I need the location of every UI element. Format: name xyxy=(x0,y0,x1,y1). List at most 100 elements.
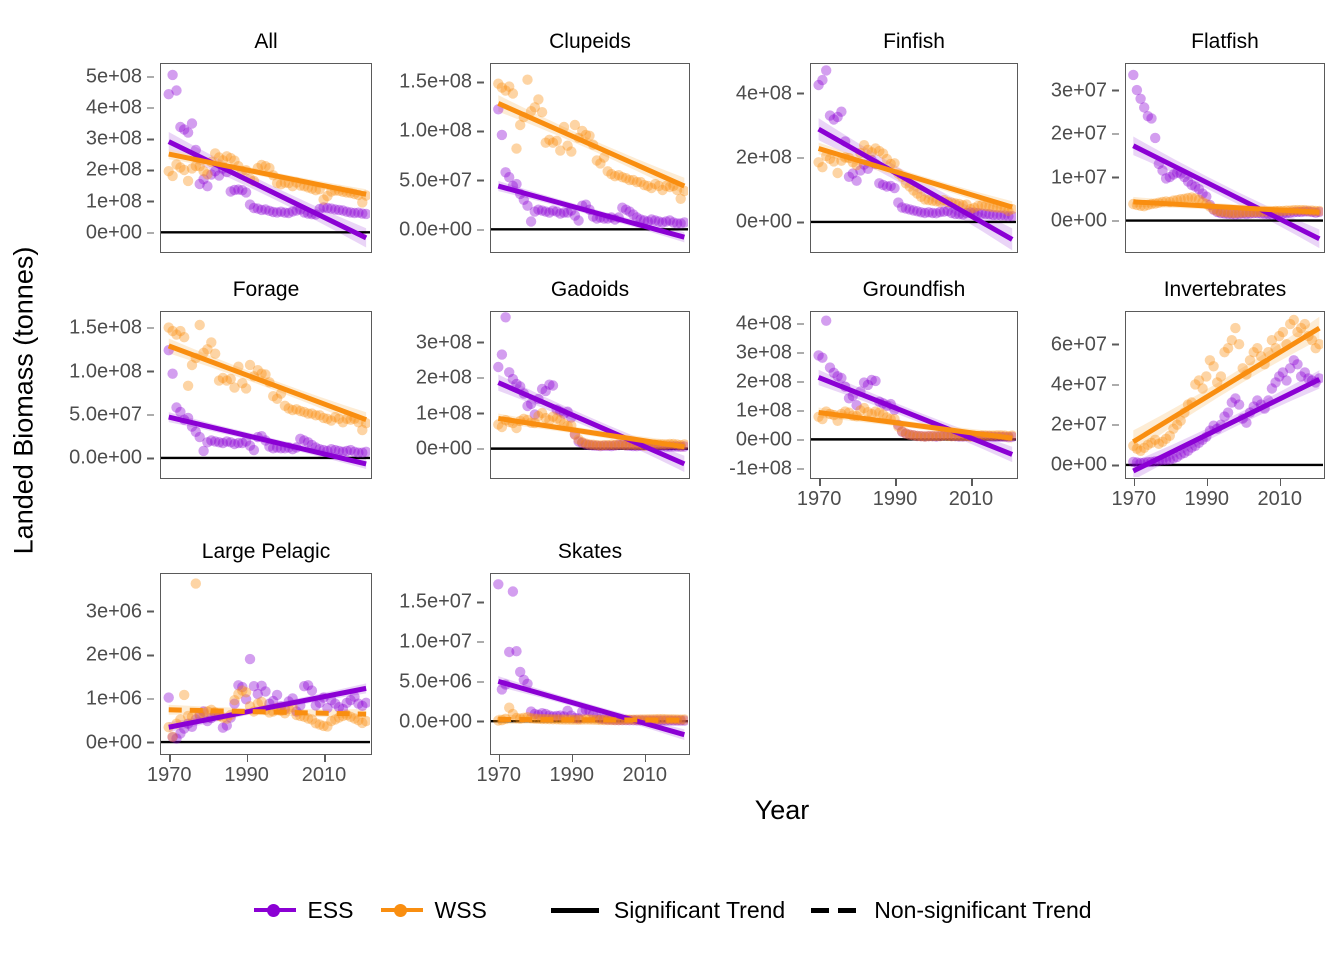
y-tick-label: 2e+06 xyxy=(86,644,154,667)
y-tick-label: 0e+00 xyxy=(1051,210,1119,233)
x-tick-label: 1990 xyxy=(1184,488,1230,510)
panel-title: Forage xyxy=(232,278,300,301)
x-tick-label: 2010 xyxy=(948,488,994,510)
plot-area xyxy=(160,311,372,479)
legend-label-nonsignificant: Non-significant Trend xyxy=(874,896,1092,923)
x-tick-mark xyxy=(644,755,647,762)
y-tick-label: 2e+08 xyxy=(736,147,804,170)
y-tick-label: 3e+07 xyxy=(1051,79,1119,102)
plot-area xyxy=(490,63,690,253)
plot-area xyxy=(160,573,372,755)
x-tick-label: 1990 xyxy=(224,764,269,786)
y-tick-label: 3e+06 xyxy=(86,600,154,623)
legend-item-wss[interactable]: WSS xyxy=(379,896,487,924)
panel-title: Clupeids xyxy=(549,30,631,53)
y-tick-label: 0e+00 xyxy=(86,221,154,244)
legend: ESS WSS Significant Trend Non-significan… xyxy=(0,885,1344,935)
y-tick-label: 3e+08 xyxy=(86,128,154,151)
y-tick-label: 2e+08 xyxy=(736,370,804,393)
y-tick-label: 2e+07 xyxy=(1051,123,1119,146)
y-tick-label: 5.0e+06 xyxy=(399,670,484,693)
x-tick-label: 2010 xyxy=(622,764,667,786)
x-tick-mark xyxy=(1279,479,1282,486)
y-tick-label: 1e+06 xyxy=(86,687,154,710)
y-tick-label: 5.0e+07 xyxy=(399,169,484,192)
y-tick-label: 2e+08 xyxy=(86,159,154,182)
y-tick-label: 2e+08 xyxy=(416,367,484,390)
wss-marker-icon xyxy=(379,897,425,923)
legend-item-ess[interactable]: ESS xyxy=(252,897,353,924)
plot-area xyxy=(810,63,1018,253)
y-tick-label: 1.5e+08 xyxy=(69,317,154,340)
y-tick-label: 1e+07 xyxy=(1051,166,1119,189)
plot-area xyxy=(490,311,690,479)
x-tick-mark xyxy=(1206,479,1209,486)
plot-area xyxy=(160,63,372,253)
y-tick-label: 0e+00 xyxy=(736,211,804,234)
y-tick-label: 0e+00 xyxy=(736,428,804,451)
panel-title: Skates xyxy=(557,540,623,563)
y-axis-label: Landed Biomass (tonnes) xyxy=(8,246,39,554)
y-tick-label: 1e+08 xyxy=(416,402,484,425)
legend-label-significant: Significant Trend xyxy=(613,896,786,923)
x-tick-mark xyxy=(498,755,501,762)
y-tick-label: 1e+08 xyxy=(736,399,804,422)
plot-area xyxy=(1125,311,1325,479)
plot-area xyxy=(490,573,690,755)
x-tick-label: 2010 xyxy=(301,764,347,786)
y-tick-label: 6e+07 xyxy=(1051,333,1119,356)
legend-item-significant[interactable]: Significant Trend xyxy=(550,896,786,924)
panel-title: Large Pelagic xyxy=(201,540,331,563)
panel-title: Groundfish xyxy=(862,278,966,301)
y-tick-label: 1.5e+08 xyxy=(399,71,484,94)
legend-label-wss: WSS xyxy=(434,896,487,923)
y-tick-label: 1.0e+07 xyxy=(399,631,484,654)
y-tick-label: 4e+08 xyxy=(86,97,154,120)
x-tick-mark xyxy=(819,479,821,486)
y-tick-label: 0e+00 xyxy=(416,438,484,461)
x-tick-mark xyxy=(895,479,897,486)
panel-title: Gadoids xyxy=(550,278,630,301)
x-tick-mark xyxy=(324,755,326,762)
y-tick-label: 0.0e+00 xyxy=(69,447,154,470)
y-tick-label: 5.0e+07 xyxy=(69,403,154,426)
x-tick-label: 1970 xyxy=(476,764,522,786)
y-tick-label: 0.0e+00 xyxy=(399,710,484,733)
plot-area xyxy=(810,311,1018,479)
y-tick-label: 1.0e+08 xyxy=(399,120,484,143)
y-tick-label: 0.0e+00 xyxy=(399,218,484,241)
x-tick-label: 1990 xyxy=(549,764,595,786)
dashed-line-icon xyxy=(811,897,865,923)
y-tick-label: 1.0e+08 xyxy=(69,360,154,383)
legend-label-ess: ESS xyxy=(307,896,354,923)
x-tick-mark xyxy=(1133,479,1136,486)
x-tick-label: 1970 xyxy=(146,764,192,786)
y-tick-label: 0e+00 xyxy=(86,731,154,754)
y-tick-label: 0e+00 xyxy=(1051,454,1119,477)
legend-item-nonsignificant[interactable]: Non-significant Trend xyxy=(811,896,1092,924)
panel-title: Flatfish xyxy=(1191,30,1259,53)
x-tick-label: 2010 xyxy=(1257,488,1302,510)
x-tick-label: 1970 xyxy=(796,488,842,510)
y-tick-label: 1.5e+07 xyxy=(399,591,484,614)
panel-title: Finfish xyxy=(883,30,945,53)
x-tick-mark xyxy=(169,755,171,762)
x-tick-mark xyxy=(246,755,249,762)
x-tick-mark xyxy=(970,479,973,486)
panel-title: All xyxy=(254,30,278,53)
plot-area xyxy=(1125,63,1325,253)
y-tick-label: 1e+08 xyxy=(86,190,154,213)
x-tick-label: 1990 xyxy=(872,488,918,510)
ess-marker-icon xyxy=(252,897,298,923)
y-tick-label: 2e+07 xyxy=(1051,414,1119,437)
solid-line-icon xyxy=(550,897,605,923)
y-tick-label: 3e+08 xyxy=(416,331,484,354)
y-tick-label: 3e+08 xyxy=(736,342,804,365)
x-axis-label: Year xyxy=(754,795,810,825)
y-tick-label: 4e+08 xyxy=(736,82,804,105)
y-tick-label: 4e+08 xyxy=(736,313,804,336)
x-tick-mark xyxy=(571,755,574,762)
y-tick-label: -1e+08 xyxy=(729,457,804,480)
y-tick-label: 4e+07 xyxy=(1051,373,1119,396)
